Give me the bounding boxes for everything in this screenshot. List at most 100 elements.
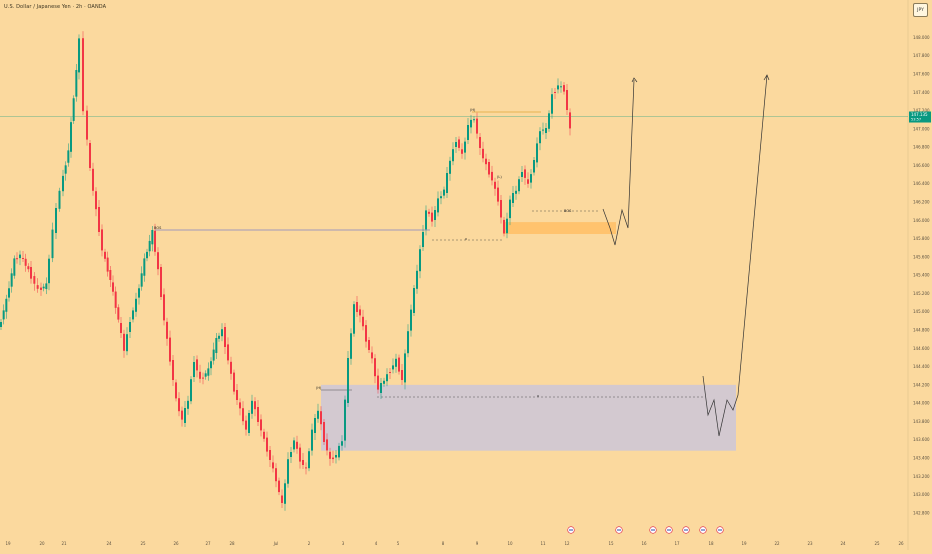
candle-body — [428, 211, 430, 214]
candle-body — [40, 287, 42, 290]
x-label: x — [465, 237, 467, 241]
candle-body — [157, 252, 159, 270]
candle-body — [344, 399, 346, 441]
candle-body — [473, 119, 475, 121]
candle-body — [449, 160, 451, 174]
candle-body — [395, 358, 397, 367]
candle-body — [551, 94, 553, 114]
candle-body — [42, 286, 45, 289]
candle-body — [242, 408, 244, 422]
x-tick-label: 27 — [205, 541, 211, 546]
candle-body — [175, 382, 177, 399]
candle-body — [275, 468, 277, 482]
candle-body — [350, 333, 352, 359]
candle-body — [521, 172, 523, 177]
candle-body — [22, 258, 24, 259]
candle-body — [386, 374, 388, 382]
candle-body — [293, 440, 295, 450]
candle-body — [548, 113, 550, 129]
x-tick-label: Jul — [273, 541, 279, 546]
projection-path — [702, 74, 768, 437]
candle-body — [138, 288, 140, 298]
x-tick-label: 26 — [898, 541, 904, 546]
candle-body — [365, 325, 367, 342]
projection-path — [602, 79, 635, 246]
candle-body — [338, 445, 340, 458]
candle-body — [503, 219, 505, 234]
x-tick-label: 20 — [39, 541, 45, 546]
candle-body — [527, 179, 529, 184]
candle-body — [154, 230, 156, 252]
x-tick-label: 3 — [342, 541, 345, 546]
swing-label: (L) — [497, 175, 502, 179]
x-tick-label: 24 — [106, 541, 112, 546]
candle-body — [190, 379, 192, 402]
candle-body — [263, 431, 265, 439]
candle-body — [317, 410, 319, 419]
x-tick-label: 25 — [140, 541, 146, 546]
candle-body — [106, 257, 109, 272]
candle-body — [497, 187, 499, 202]
candle-body — [311, 429, 313, 451]
candle-body — [16, 258, 18, 260]
candle-body — [13, 258, 16, 276]
candle-body — [30, 267, 32, 279]
candle-body — [221, 329, 223, 337]
candle-body — [563, 85, 565, 92]
candle-body — [132, 310, 134, 320]
candle-body — [362, 316, 364, 327]
x-tick-label: 19 — [5, 541, 11, 546]
candle-body — [320, 411, 322, 425]
currency-badge[interactable]: JPY — [913, 3, 928, 17]
candle-body — [545, 128, 547, 133]
candle-body — [383, 380, 385, 384]
candle-body — [224, 327, 226, 347]
candle-body — [524, 169, 526, 178]
candle-body — [482, 148, 484, 159]
candle-body — [251, 400, 253, 414]
candle-body — [392, 365, 394, 370]
candle-body — [104, 251, 106, 259]
candle-body — [67, 150, 70, 163]
x-tick-label: 18 — [708, 541, 714, 546]
candle-body — [55, 208, 57, 233]
candle-body — [494, 181, 496, 189]
candle-body — [452, 149, 454, 162]
x-tick-label: 8 — [442, 541, 445, 546]
candle-body — [187, 400, 189, 409]
candle-body — [368, 340, 370, 350]
candle-body — [193, 362, 195, 377]
candle-body — [233, 372, 235, 392]
candle-body — [488, 162, 490, 175]
candle-body — [114, 291, 117, 308]
candle-body — [404, 353, 406, 383]
candle-body — [27, 266, 30, 270]
candle-body — [299, 447, 301, 462]
candle-body — [326, 439, 328, 451]
candle-body — [181, 410, 183, 420]
candle-body — [419, 249, 421, 272]
candle-body — [329, 451, 331, 459]
y-tick-label: 145.200 — [913, 291, 930, 296]
candle-body — [305, 467, 307, 469]
x-tick-label: 16 — [641, 541, 647, 546]
candle-body — [260, 419, 262, 431]
candle-body — [117, 307, 120, 320]
candle-body — [45, 283, 48, 290]
candle-body — [371, 352, 373, 359]
candle-body — [172, 360, 174, 380]
candle-body — [36, 285, 39, 289]
candle-body — [151, 230, 154, 245]
candle-body — [169, 337, 171, 362]
y-tick-label: 143.000 — [913, 492, 930, 497]
symbol-title: U.S. Dollar / Japanese Yen · 2h · OANDA — [4, 4, 107, 10]
candle-body — [569, 112, 571, 129]
x-label: x — [537, 394, 539, 398]
candle-body — [374, 358, 376, 377]
candle-body — [296, 441, 298, 449]
candle-body — [491, 171, 493, 181]
y-tick-label: 147.800 — [913, 53, 930, 58]
candle-body — [5, 298, 8, 312]
